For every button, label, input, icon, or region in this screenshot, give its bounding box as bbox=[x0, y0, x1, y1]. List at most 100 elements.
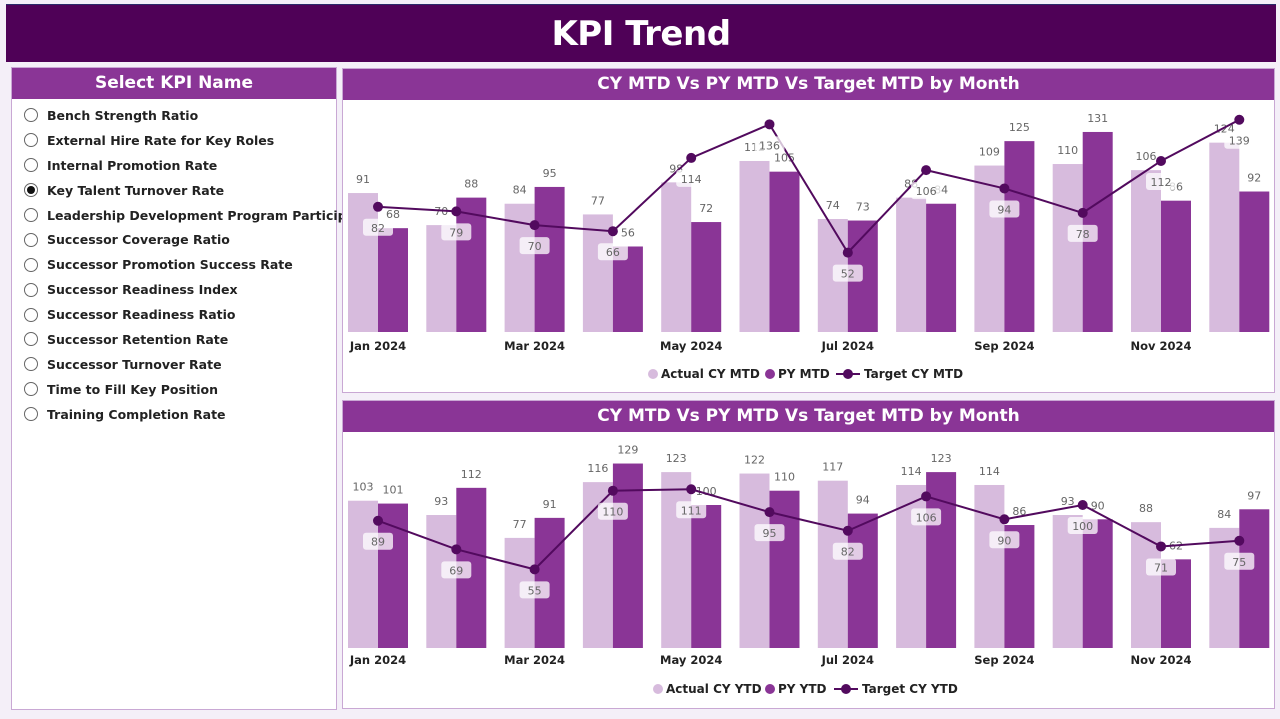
target-point bbox=[607, 226, 618, 237]
kpi-option-label: Training Completion Rate bbox=[47, 406, 226, 422]
actual-data-label: 103 bbox=[353, 481, 374, 494]
target-label-box bbox=[519, 581, 550, 599]
radio-button-icon[interactable] bbox=[24, 332, 38, 347]
kpi-option[interactable]: Key Talent Turnover Rate bbox=[24, 178, 336, 203]
kpi-option-label: Successor Promotion Success Rate bbox=[47, 257, 293, 273]
target-data-label: 79 bbox=[449, 226, 463, 239]
actual-bar bbox=[661, 182, 692, 332]
radio-button-icon[interactable] bbox=[24, 382, 38, 397]
kpi-option-label: Successor Coverage Ratio bbox=[47, 232, 230, 248]
radio-button-icon[interactable] bbox=[24, 108, 38, 123]
py-bar bbox=[847, 513, 878, 648]
legend-target-marker bbox=[843, 369, 853, 379]
legend-target-label: Target CY MTD bbox=[864, 367, 963, 381]
actual-bar bbox=[661, 472, 692, 648]
target-point bbox=[1156, 541, 1166, 552]
x-axis-tick-label: Jan 2024 bbox=[349, 339, 406, 353]
target-data-label: 95 bbox=[763, 527, 777, 540]
radio-button-icon[interactable] bbox=[24, 183, 38, 198]
actual-bar bbox=[582, 214, 613, 332]
legend-actual-label: Actual CY MTD bbox=[661, 367, 760, 381]
target-label-box bbox=[832, 542, 863, 560]
slicer-title: Select KPI Name bbox=[12, 68, 336, 99]
target-point bbox=[764, 507, 775, 518]
radio-button-icon[interactable] bbox=[24, 257, 38, 272]
actual-data-label: 84 bbox=[1217, 508, 1231, 521]
py-bar bbox=[378, 228, 408, 332]
legend-py-label: PY YTD bbox=[778, 682, 827, 696]
target-point bbox=[1077, 500, 1088, 510]
target-label-box bbox=[1224, 131, 1255, 149]
kpi-option[interactable]: External Hire Rate for Key Roles bbox=[24, 128, 336, 153]
actual-data-label: 88 bbox=[1139, 502, 1153, 515]
py-bar bbox=[1239, 509, 1270, 648]
ytd-chart: 103 101 93 112 77 91 116 129 123 100 122 110 117 94 11… bbox=[348, 444, 1270, 696]
kpi-list: Bench Strength Ratio External Hire Rate f… bbox=[12, 99, 369, 427]
target-data-label: 94 bbox=[997, 203, 1011, 216]
kpi-option[interactable]: Successor Readiness Index bbox=[24, 277, 336, 302]
target-label-box bbox=[911, 508, 942, 526]
actual-data-label: 110 bbox=[1057, 144, 1078, 157]
kpi-option-label: Internal Promotion Rate bbox=[47, 157, 218, 173]
radio-button-icon[interactable] bbox=[24, 307, 38, 322]
kpi-option[interactable]: Successor Readiness Ratio bbox=[24, 302, 336, 327]
kpi-option[interactable]: Successor Retention Rate bbox=[24, 327, 336, 352]
py-data-label: 101 bbox=[383, 484, 404, 497]
actual-bar bbox=[348, 193, 378, 332]
kpi-option[interactable]: Successor Coverage Ratio bbox=[24, 227, 336, 252]
actual-bar bbox=[974, 484, 1005, 648]
kpi-option[interactable]: Bench Strength Ratio bbox=[24, 103, 336, 128]
radio-button-icon[interactable] bbox=[24, 357, 38, 372]
chart-title: CY MTD Vs PY MTD Vs Target MTD by Month bbox=[343, 401, 1274, 432]
target-data-label: 55 bbox=[528, 584, 542, 597]
target-point bbox=[921, 491, 932, 502]
target-point bbox=[373, 201, 383, 212]
target-label-box bbox=[519, 237, 550, 255]
target-data-label: 82 bbox=[371, 222, 385, 235]
py-data-label: 131 bbox=[1087, 112, 1108, 125]
target-point bbox=[529, 220, 540, 231]
target-point bbox=[529, 564, 540, 575]
target-data-label: 78 bbox=[1076, 228, 1090, 241]
kpi-option[interactable]: Training Completion Rate bbox=[24, 402, 336, 427]
target-point bbox=[451, 206, 462, 217]
page-title: KPI Trend bbox=[551, 13, 731, 54]
x-axis-tick-label: Sep 2024 bbox=[974, 653, 1034, 667]
py-data-label: 92 bbox=[1247, 172, 1261, 185]
actual-data-label: 116 bbox=[587, 462, 608, 475]
kpi-option[interactable]: Successor Turnover Rate bbox=[24, 352, 336, 377]
radio-button-icon[interactable] bbox=[24, 208, 38, 222]
target-point bbox=[842, 247, 853, 258]
kpi-option[interactable]: Leadership Development Program Participa… bbox=[24, 203, 369, 228]
radio-button-icon[interactable] bbox=[24, 158, 38, 173]
target-point bbox=[451, 544, 462, 555]
target-point bbox=[764, 119, 775, 130]
target-point bbox=[921, 165, 932, 176]
target-data-label: 66 bbox=[606, 246, 620, 259]
py-bar bbox=[769, 171, 800, 332]
actual-data-label: 70 bbox=[434, 205, 448, 218]
radio-button-icon[interactable] bbox=[24, 133, 38, 148]
legend-target-label: Target CY YTD bbox=[862, 682, 958, 696]
kpi-option[interactable]: Internal Promotion Rate bbox=[24, 153, 336, 178]
py-data-label: 90 bbox=[1091, 499, 1105, 512]
target-point bbox=[373, 515, 383, 526]
py-bar bbox=[691, 222, 722, 332]
kpi-option[interactable]: Successor Promotion Success Rate bbox=[24, 252, 336, 277]
target-label-box bbox=[363, 218, 393, 236]
target-label-box bbox=[911, 182, 942, 200]
actual-bar bbox=[426, 225, 457, 332]
py-bar bbox=[926, 203, 957, 332]
target-label-box bbox=[676, 501, 707, 519]
actual-data-label: 109 bbox=[979, 146, 1000, 159]
kpi-option-label: Successor Retention Rate bbox=[47, 331, 229, 347]
x-axis-tick-label: Mar 2024 bbox=[504, 653, 565, 667]
kpi-option[interactable]: Time to Fill Key Position bbox=[24, 377, 336, 402]
radio-button-icon[interactable] bbox=[24, 232, 38, 247]
actual-bar bbox=[1131, 170, 1161, 332]
actual-data-label: 91 bbox=[356, 173, 370, 186]
target-line bbox=[377, 118, 1240, 255]
radio-button-icon[interactable] bbox=[24, 407, 38, 422]
target-data-label: 89 bbox=[371, 536, 385, 549]
radio-button-icon[interactable] bbox=[24, 282, 38, 297]
